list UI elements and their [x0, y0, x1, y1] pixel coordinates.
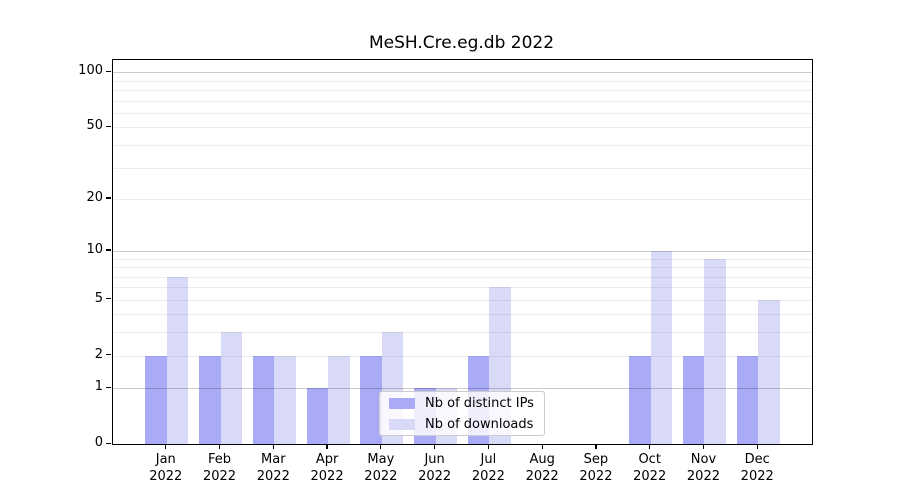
gridline-minor — [113, 258, 812, 260]
bar-downloads-oct — [650, 250, 673, 444]
y-tick-label: 1 — [94, 379, 103, 395]
y-tick-mark — [106, 125, 111, 128]
y-tick-mark — [106, 386, 111, 388]
gridline-minor — [113, 332, 812, 334]
gridline-major — [113, 388, 812, 390]
x-tick-mark — [218, 445, 221, 449]
x-tick-label-oct: Oct 2022 — [618, 451, 682, 485]
gridline-major — [113, 72, 812, 74]
bar-downloads-apr — [328, 355, 350, 444]
y-tick-label: 100 — [78, 63, 103, 79]
x-tick-label-year: 2022 — [364, 469, 398, 484]
y-tick-label: 50 — [86, 118, 103, 134]
y-tick-mark — [106, 298, 111, 300]
plot-area: Nb of distinct IPs Nb of downloads — [112, 59, 813, 445]
bar-distinct-ips-apr — [306, 388, 329, 444]
x-tick-mark — [649, 445, 651, 449]
gridline-minor — [113, 276, 812, 278]
gridline-minor — [113, 299, 812, 301]
x-tick-label-year: 2022 — [471, 469, 505, 484]
x-tick-mark — [487, 445, 489, 449]
bar-downloads-dec — [758, 299, 780, 444]
x-tick-mark — [165, 445, 167, 449]
bar-distinct-ips-may — [360, 355, 382, 444]
x-tick-mark — [702, 445, 705, 449]
x-tick-label-year: 2022 — [149, 469, 183, 484]
y-tick-mark — [106, 70, 111, 73]
gridline-minor — [113, 113, 812, 115]
bar-distinct-ips-oct — [629, 355, 651, 444]
x-tick-label-feb: Feb 2022 — [188, 451, 252, 485]
gridline-minor — [113, 314, 812, 316]
x-tick-label-year: 2022 — [256, 469, 290, 484]
x-tick-label-mar: Mar 2022 — [241, 451, 305, 485]
gridline-minor — [113, 80, 812, 82]
bar-downloads-mar — [274, 355, 296, 444]
x-tick-label-jan: Jan 2022 — [134, 451, 198, 485]
x-tick-label-jun: Jun 2022 — [403, 451, 467, 485]
x-tick-mark — [595, 445, 597, 449]
gridline-minor — [113, 355, 812, 357]
x-tick-label-aug: Aug 2022 — [510, 451, 574, 485]
y-tick-mark — [106, 197, 111, 199]
x-tick-label-sep: Sep 2022 — [564, 451, 628, 485]
x-tick-label-jul: Jul 2022 — [456, 451, 520, 485]
x-tick-label-may: May 2022 — [349, 451, 413, 485]
x-tick-mark — [756, 445, 758, 449]
legend-row-distinct-ips: Nb of distinct IPs — [380, 395, 544, 412]
y-tick-mark — [106, 354, 111, 356]
y-tick-label: 2 — [94, 346, 103, 362]
gridline-minor — [113, 167, 812, 169]
legend-swatch-distinct-ips — [389, 397, 415, 409]
x-tick-label-year: 2022 — [202, 469, 237, 484]
x-tick-mark — [326, 445, 328, 449]
x-tick-label-apr: Apr 2022 — [295, 451, 359, 485]
gridline-minor — [113, 127, 812, 129]
legend-row-downloads: Nb of downloads — [380, 416, 544, 433]
chart-title: MeSH.Cre.eg.db 2022 — [368, 33, 555, 53]
gridline-minor — [113, 145, 812, 147]
x-tick-label-year: 2022 — [686, 469, 720, 484]
x-tick-label-dec: Dec 2022 — [725, 451, 789, 485]
legend-label-distinct-ips: Nb of distinct IPs — [425, 395, 534, 411]
x-tick-mark — [380, 445, 382, 449]
gridline-minor — [113, 100, 812, 102]
y-tick-label: 5 — [94, 290, 103, 306]
gridline-major — [113, 250, 812, 252]
gridline-minor — [113, 90, 812, 92]
bar-distinct-ips-feb — [199, 355, 221, 444]
x-tick-label-year: 2022 — [418, 469, 452, 484]
bar-downloads-nov — [704, 258, 726, 444]
y-tick-mark — [106, 442, 111, 444]
legend: Nb of distinct IPs Nb of downloads — [379, 391, 545, 436]
x-tick-mark — [434, 445, 436, 449]
bar-distinct-ips-dec — [736, 355, 759, 444]
gridline-minor — [113, 267, 812, 269]
bar-downloads-jan — [166, 276, 189, 444]
y-tick-label: 0 — [94, 435, 103, 450]
bar-distinct-ips-mar — [252, 355, 275, 444]
x-tick-label-year: 2022 — [525, 469, 559, 484]
legend-label-downloads: Nb of downloads — [425, 416, 534, 432]
x-tick-label-nov: Nov 2022 — [671, 451, 735, 485]
legend-swatch-downloads — [389, 418, 415, 430]
bar-downloads-feb — [220, 332, 243, 444]
x-tick-mark — [272, 445, 274, 449]
gridline-minor — [113, 287, 812, 289]
x-tick-mark — [541, 445, 543, 449]
x-tick-label-year: 2022 — [310, 469, 344, 484]
y-tick-label: 20 — [86, 189, 103, 205]
gridline-minor — [113, 198, 812, 200]
y-tick-label: 10 — [86, 241, 103, 257]
x-tick-label-year: 2022 — [579, 469, 613, 484]
y-tick-mark — [106, 249, 111, 251]
x-tick-label-year: 2022 — [633, 469, 667, 484]
bar-distinct-ips-jan — [145, 355, 167, 444]
bar-distinct-ips-nov — [682, 355, 705, 444]
x-tick-label-year: 2022 — [740, 469, 774, 484]
